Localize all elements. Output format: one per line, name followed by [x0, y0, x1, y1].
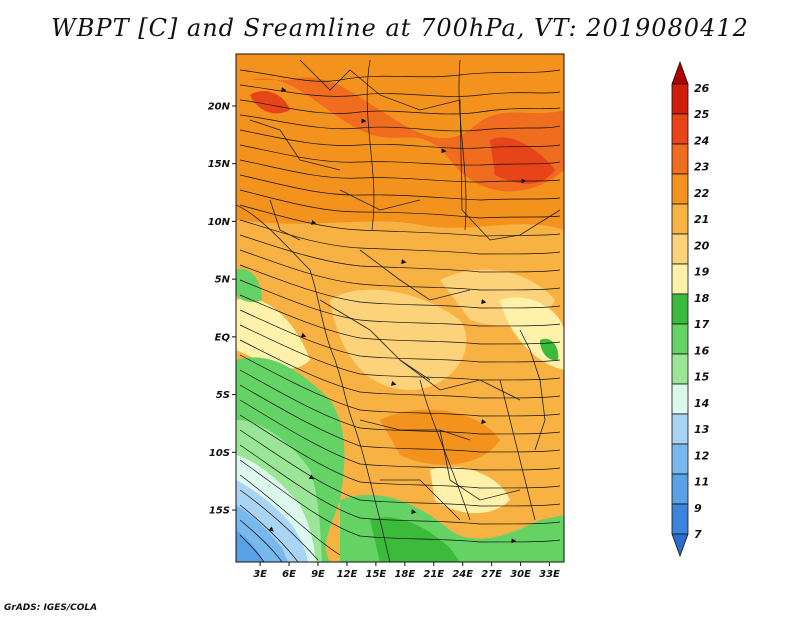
- colorbar-swatch: [671, 173, 689, 205]
- colorbar-label: 26: [694, 82, 710, 95]
- lon-tick-label: 6E: [282, 569, 296, 580]
- longitude-axis: 3E 6E 9E 12E 15E 18E 21E 24E 27E 30E 33E: [253, 562, 560, 580]
- colorbar-label: 25: [694, 108, 710, 121]
- lat-tick-label: 10S: [209, 448, 230, 459]
- colorbar-swatch: [671, 143, 689, 175]
- colorbar-label: 24: [694, 134, 709, 147]
- colorbar: 26 25 24 23 22 21 20 19 18 17 16 15 14 13 12 11 9 7: [671, 60, 710, 558]
- lon-tick-label: 27E: [481, 569, 502, 580]
- colorbar-label: 11: [694, 476, 709, 489]
- colorbar-swatch: [671, 533, 689, 558]
- colorbar-label: 21: [694, 213, 709, 226]
- grads-credit: GrADS: IGES/COLA: [4, 603, 98, 613]
- lon-tick-label: 9E: [311, 569, 325, 580]
- colorbar-swatch: [671, 60, 689, 85]
- chart-title: WBPT [C] and Sreamline at 700hPa, VT: 20…: [51, 14, 749, 42]
- colorbar-label: 7: [694, 528, 702, 541]
- latitude-axis: 20N 15N 10N 5N EQ 5S 10S 15S: [208, 101, 236, 517]
- colorbar-label: 18: [694, 292, 710, 305]
- colorbar-swatch: [671, 323, 689, 355]
- lon-tick-label: 21E: [423, 569, 444, 580]
- colorbar-swatch: [671, 383, 689, 415]
- colorbar-label: 17: [694, 318, 710, 331]
- colorbar-swatch: [671, 443, 689, 475]
- colorbar-label: 19: [694, 266, 710, 279]
- colorbar-label: 23: [694, 161, 710, 174]
- colorbar-label: 12: [694, 449, 710, 462]
- colorbar-label: 20: [694, 239, 710, 252]
- streamlines: [239, 59, 561, 562]
- colorbar-swatch: [671, 263, 689, 295]
- colorbar-swatch: [671, 83, 689, 115]
- colorbar-swatch: [671, 353, 689, 385]
- lat-tick-label: EQ: [215, 332, 231, 343]
- colorbar-swatch: [671, 293, 689, 325]
- lat-tick-label: 20N: [208, 101, 231, 112]
- map-frame: [235, 53, 565, 563]
- lat-tick-label: 5S: [216, 390, 230, 401]
- colorbar-swatch: [671, 503, 689, 535]
- colorbar-label: 15: [694, 371, 710, 384]
- colorbar-label: 13: [694, 423, 710, 436]
- lon-tick-label: 3E: [253, 569, 267, 580]
- colorbar-swatch: [671, 233, 689, 265]
- lon-tick-label: 18E: [394, 569, 415, 580]
- lon-tick-label: 24E: [452, 569, 473, 580]
- lat-tick-label: 15S: [209, 506, 230, 517]
- colorbar-label: 14: [694, 397, 709, 410]
- lon-tick-label: 30E: [510, 569, 531, 580]
- colorbar-label: 16: [694, 344, 710, 357]
- colorbar-label: 22: [694, 187, 710, 200]
- colorbar-swatch: [671, 203, 689, 235]
- colorbar-swatch: [671, 473, 689, 505]
- map-field: [236, 54, 564, 562]
- lon-tick-label: 12E: [337, 569, 358, 580]
- lat-tick-label: 10N: [208, 217, 231, 228]
- colorbar-swatch: [671, 413, 689, 445]
- lat-tick-label: 5N: [215, 275, 231, 286]
- lon-tick-label: 15E: [366, 569, 387, 580]
- colorbar-swatch: [671, 113, 689, 145]
- lon-tick-label: 33E: [539, 569, 560, 580]
- colorbar-label: 9: [694, 502, 702, 515]
- lat-tick-label: 15N: [208, 159, 231, 170]
